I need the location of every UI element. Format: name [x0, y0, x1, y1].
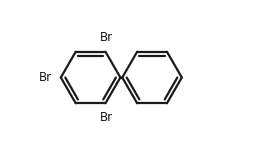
Text: Br: Br [100, 31, 113, 44]
Text: Br: Br [100, 111, 113, 124]
Text: Br: Br [39, 71, 52, 84]
